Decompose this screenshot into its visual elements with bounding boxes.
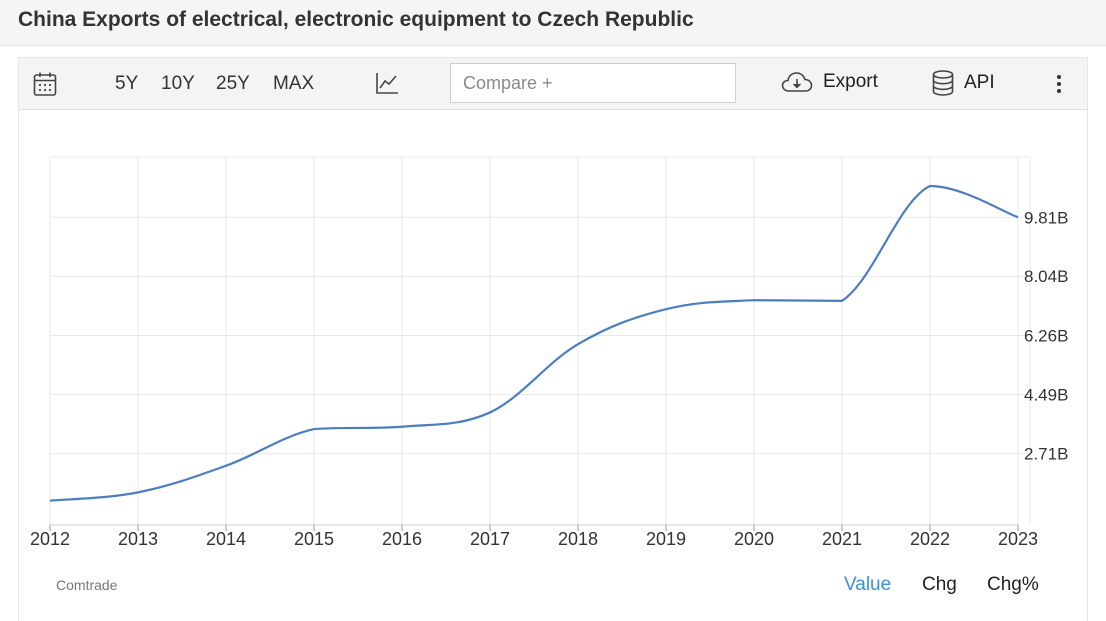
x-tick-label: 2018	[558, 529, 598, 549]
range-25y-button[interactable]: 25Y	[216, 73, 250, 94]
source-label: Comtrade	[56, 577, 118, 593]
x-tick-label: 2016	[382, 529, 422, 549]
chart-toolbar: 5Y 10Y 25Y MAX Export	[19, 58, 1087, 110]
chart-panel: 5Y 10Y 25Y MAX Export	[18, 57, 1088, 621]
y-tick-label: 4.49B	[1024, 385, 1068, 404]
tab-chg[interactable]: Chg	[922, 574, 957, 595]
export-label: Export	[823, 71, 878, 92]
y-tick-label: 2.71B	[1024, 445, 1068, 464]
database-icon	[932, 70, 954, 96]
x-tick-label: 2023	[998, 529, 1038, 549]
y-tick-label: 8.04B	[1024, 267, 1068, 286]
y-tick-label: 9.81B	[1024, 208, 1068, 227]
y-tick-label: 6.26B	[1024, 327, 1068, 346]
more-options-button[interactable]	[1055, 74, 1063, 94]
compare-input[interactable]	[450, 63, 736, 103]
export-button[interactable]: Export	[781, 70, 878, 94]
x-tick-label: 2022	[910, 529, 950, 549]
x-tick-label: 2021	[822, 529, 862, 549]
page-title: China Exports of electrical, electronic …	[18, 8, 694, 31]
x-tick-label: 2013	[118, 529, 158, 549]
range-5y-button[interactable]: 5Y	[115, 73, 139, 94]
x-tick-label: 2015	[294, 529, 334, 549]
tab-value[interactable]: Value	[844, 574, 892, 595]
cloud-download-icon	[781, 72, 813, 92]
calendar-icon[interactable]	[33, 71, 57, 97]
tab-chg-pct[interactable]: Chg%	[987, 574, 1039, 595]
range-10y-button[interactable]: 10Y	[161, 73, 195, 94]
vertical-dots-icon	[1057, 75, 1061, 93]
x-tick-label: 2012	[30, 529, 70, 549]
api-button[interactable]: API	[932, 70, 995, 96]
api-label: API	[964, 72, 995, 93]
title-bar: China Exports of electrical, electronic …	[0, 0, 1106, 46]
x-tick-label: 2019	[646, 529, 686, 549]
line-chart-icon[interactable]	[375, 71, 399, 95]
x-tick-label: 2017	[470, 529, 510, 549]
x-tick-label: 2014	[206, 529, 246, 549]
series-line	[49, 184, 1019, 502]
range-max-button[interactable]: MAX	[273, 73, 315, 94]
x-tick-label: 2020	[734, 529, 774, 549]
